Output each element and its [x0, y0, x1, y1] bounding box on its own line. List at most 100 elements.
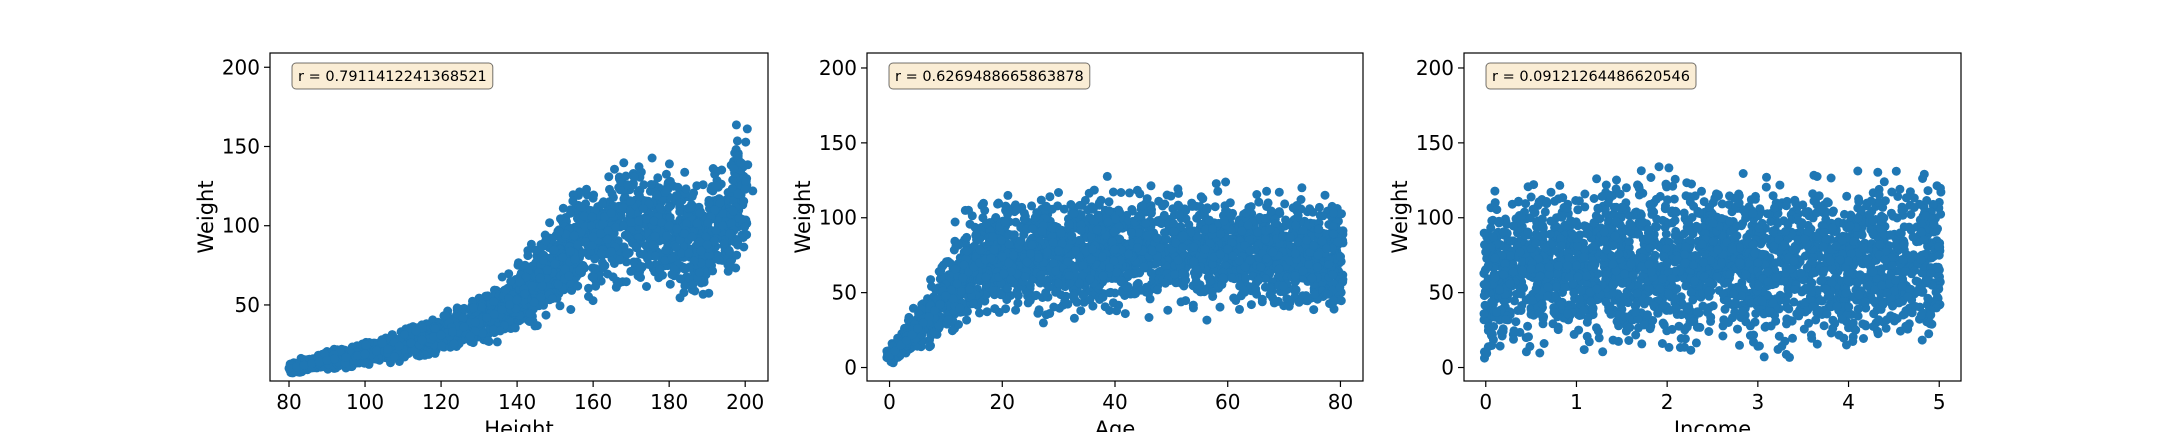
scatter-point — [578, 248, 588, 258]
scatter-point — [696, 258, 706, 268]
scatter-point — [615, 255, 625, 265]
data-point — [470, 317, 480, 327]
scatter-point — [603, 269, 613, 279]
scatter-point — [587, 212, 597, 222]
data-point — [543, 265, 552, 275]
scatter-point — [704, 198, 714, 208]
scatter-point — [924, 342, 934, 352]
scatter-point — [1192, 213, 1202, 223]
scatter-point — [607, 189, 617, 199]
scatter-point — [1075, 278, 1084, 288]
data-point — [459, 322, 469, 332]
scatter-point — [926, 275, 936, 285]
scatter-point — [465, 331, 475, 341]
scatter-point — [537, 281, 547, 291]
scatter-point — [695, 208, 705, 218]
scatter-point — [541, 273, 551, 283]
x-tick-label: 200 — [726, 390, 764, 414]
scatter-point — [504, 269, 514, 279]
annotation-box — [291, 62, 494, 90]
scatter-point — [590, 254, 600, 264]
scatter-point — [591, 281, 601, 291]
scatter-point — [740, 222, 750, 232]
x-tick-label: 140 — [498, 390, 536, 414]
scatter-point — [1261, 234, 1270, 244]
scatter-point — [1175, 222, 1185, 232]
scatter-point — [994, 199, 1003, 209]
scatter-point — [682, 219, 691, 229]
scatter-point — [1227, 273, 1237, 283]
data-point — [448, 327, 457, 337]
scatter-point — [1192, 231, 1202, 241]
scatter-point — [1036, 195, 1046, 205]
scatter-point — [715, 198, 725, 208]
data-point — [702, 240, 712, 250]
scatter-point — [1208, 259, 1217, 269]
scatter-point — [943, 315, 953, 325]
scatter-point — [1155, 217, 1165, 227]
scatter-point — [452, 303, 462, 313]
scatter-point — [536, 292, 546, 302]
scatter-point — [560, 264, 570, 274]
scatter-points — [284, 120, 758, 378]
x-tick-label: 100 — [346, 390, 384, 414]
scatter-point — [1241, 208, 1251, 218]
scatter-point — [600, 212, 610, 222]
scatter-point — [1260, 213, 1270, 223]
scatter-point — [710, 236, 720, 246]
scatter-point — [662, 231, 672, 241]
scatter-point — [598, 219, 608, 229]
scatter-point — [680, 281, 690, 291]
scatter-point — [1328, 279, 1338, 289]
scatter-point — [703, 218, 713, 228]
chart-panel-1: 80 100 120 140 160 180 20050100150200HeightWei… — [194, 52, 769, 432]
scatter-point — [681, 184, 691, 194]
scatter-point — [1294, 297, 1304, 307]
data-point — [611, 222, 621, 232]
scatter-point — [692, 218, 702, 228]
data-point — [497, 305, 507, 315]
scatter-point — [723, 266, 733, 276]
scatter-point — [731, 263, 741, 273]
scatter-point — [1078, 260, 1088, 270]
scatter-point — [1027, 201, 1037, 211]
data-point — [505, 300, 514, 310]
scatter-point — [718, 209, 728, 219]
scatter-point — [584, 292, 593, 301]
scatter-point — [1198, 194, 1208, 204]
scatter-point — [665, 279, 675, 289]
correlation-annotation: r = 0.7911412241368521 — [291, 62, 494, 90]
scatter-point — [629, 172, 639, 182]
scatter-point — [625, 207, 635, 217]
scatter-point — [622, 230, 632, 240]
scatter-point — [564, 271, 574, 281]
scatter-point — [724, 258, 734, 268]
scatter-point — [1240, 262, 1250, 272]
scatter-point — [492, 337, 502, 347]
scatter-point — [731, 120, 741, 130]
scatter-point — [639, 250, 649, 259]
scatter-point — [1220, 260, 1230, 270]
scatter-point — [1225, 198, 1235, 208]
scatter-point — [523, 251, 533, 261]
scatter-point — [483, 336, 493, 346]
scatter-point — [1292, 201, 1302, 210]
scatter-point — [568, 190, 578, 200]
scatter-point — [1049, 302, 1059, 312]
scatter-point — [1068, 291, 1078, 300]
scatter-point — [570, 254, 580, 264]
scatter-point — [634, 190, 644, 200]
scatter-point — [1048, 223, 1058, 233]
scatter-point — [1235, 304, 1244, 314]
scatter-point — [1125, 188, 1134, 198]
scatter-point — [644, 260, 654, 269]
scatter-point — [606, 208, 616, 218]
data-point — [512, 295, 522, 305]
data-point — [710, 205, 720, 215]
scatter-point — [1112, 306, 1122, 316]
scatter-point — [591, 264, 600, 274]
scatter-point — [1175, 209, 1184, 219]
scatter-point — [576, 202, 586, 212]
scatter-point — [1305, 248, 1315, 257]
scatter-point — [1003, 190, 1013, 200]
